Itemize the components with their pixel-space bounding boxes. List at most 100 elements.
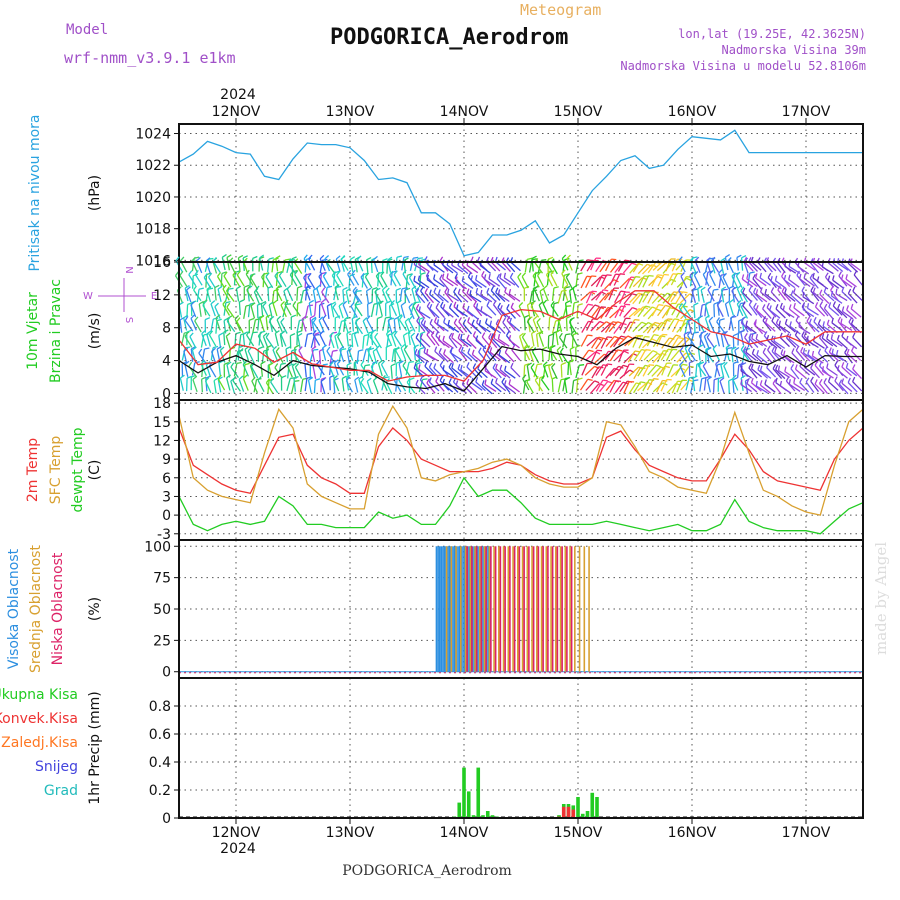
wind-barb (772, 383, 782, 395)
wind-barb-flag (291, 314, 297, 318)
wind-barb (826, 338, 838, 348)
wind-barb-flag (620, 290, 626, 293)
wind-barb (275, 351, 284, 363)
wind-barb-flag (429, 318, 433, 324)
wind-barb-flag (796, 270, 800, 276)
wind-barb (782, 309, 795, 319)
wind-barb (458, 350, 468, 362)
wind-barb-flag (297, 301, 303, 305)
wind-barb-flag (417, 275, 421, 281)
wind-barb-flag (801, 302, 806, 308)
wind-barb (467, 352, 478, 363)
wind-barb-flag (424, 256, 428, 262)
wind-barb-flag (312, 317, 317, 323)
wind-barb-flag (706, 257, 711, 262)
wind-barb-flag (257, 375, 262, 381)
wind-barb-flag (716, 317, 721, 323)
wind-barb (268, 321, 278, 333)
wind-barb-flag (686, 277, 692, 281)
wind-barb (619, 318, 627, 331)
wind-barb-flag (315, 300, 321, 304)
precip-bar (485, 811, 490, 818)
wind-barb-flag (620, 305, 626, 308)
wind-barb-flag (780, 349, 784, 355)
wind-barb (667, 334, 677, 346)
wind-barb (702, 365, 711, 378)
wind-barb (590, 257, 597, 271)
wind-barb-flag (294, 362, 300, 368)
wind-barb (676, 352, 687, 363)
wind-barb (623, 353, 634, 364)
wind-barb (810, 367, 820, 379)
wind-barb (375, 348, 383, 361)
wind-barb-flag (753, 302, 757, 308)
wind-barb-flag (830, 334, 834, 340)
wind-barb-flag (499, 305, 503, 311)
wind-barb-flag (470, 275, 474, 281)
wind-barb (471, 323, 482, 335)
wind-barb (260, 303, 264, 317)
wind-barb (657, 274, 665, 287)
wind-barb (841, 382, 853, 393)
wind-barb (190, 318, 197, 331)
wind-barb-flag (536, 317, 541, 323)
wind-barb (585, 380, 595, 391)
wind-barb (608, 287, 615, 301)
wind-barb-flag (358, 349, 364, 352)
wind-barb-flag (537, 271, 542, 276)
wind-barb-flag (412, 301, 417, 307)
wind-barb (660, 379, 668, 392)
wind-barb (832, 262, 844, 272)
wind-barb-flag (719, 318, 725, 321)
wind-barb-flag (785, 376, 790, 382)
wind-barb-flag (475, 335, 479, 341)
side-label-clouds-1: Srednja Oblacnost (28, 545, 44, 673)
wind-barb (420, 322, 431, 334)
wind-barb-flag (337, 332, 342, 338)
wind-barb (286, 364, 293, 378)
wind-barb (562, 334, 567, 348)
wind-barb-flag (288, 363, 294, 367)
y-tick-label: 0.6 (149, 727, 171, 743)
wind-barb (275, 258, 279, 272)
wind-barb (678, 290, 687, 302)
wind-barb-flag (774, 275, 778, 281)
wind-barb-flag (505, 330, 510, 336)
wind-barb (698, 364, 702, 378)
wind-barb (351, 273, 360, 286)
wind-barb (637, 275, 645, 288)
wind-barb-flag (439, 375, 444, 381)
wind-barb (765, 322, 776, 332)
wind-barb (342, 289, 345, 303)
wind-barb (799, 382, 810, 393)
wind-barb (661, 337, 670, 349)
wind-barb (217, 379, 222, 393)
wind-barb-flag (265, 332, 270, 338)
wind-barb-flag (678, 286, 683, 292)
wind-barb-flag (490, 256, 494, 262)
wind-barb-flag (366, 257, 372, 261)
wind-barb (799, 365, 810, 376)
wind-barb (527, 319, 531, 333)
wind-barb (480, 294, 493, 303)
wind-barb-flag (355, 303, 361, 306)
precip-bar (595, 797, 599, 818)
wind-barb (400, 347, 407, 361)
wind-barb-flag (641, 321, 647, 325)
wind-barb (438, 339, 450, 349)
wind-barb-flag (437, 289, 441, 295)
wind-barb-flag (577, 303, 583, 306)
wind-barb-flag (416, 361, 423, 365)
wind-barb-flag (380, 271, 385, 277)
wind-barb-flag (367, 301, 373, 305)
wind-barb (449, 307, 460, 318)
wind-barb-flag (426, 274, 430, 280)
wind-barb (223, 275, 232, 288)
wind-barb-flag (239, 348, 244, 353)
wind-barb (561, 273, 569, 286)
wind-barb-flag (559, 347, 564, 353)
wind-barb-flag (640, 381, 646, 384)
wind-barb-flag (719, 377, 725, 382)
wind-barb-flag (770, 287, 775, 293)
wind-barb-flag (341, 348, 347, 351)
